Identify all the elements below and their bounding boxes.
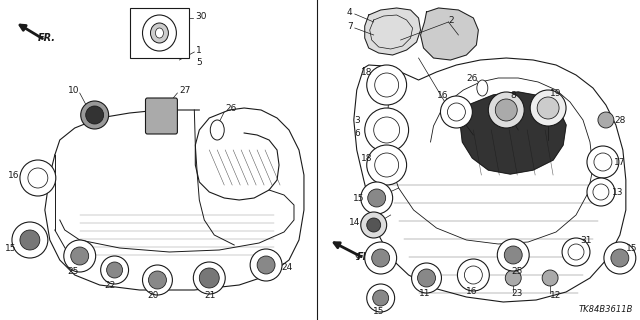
Text: 24: 24 xyxy=(281,263,292,273)
Circle shape xyxy=(143,265,172,295)
Text: 31: 31 xyxy=(580,236,591,244)
Polygon shape xyxy=(460,92,566,174)
Text: FR.: FR. xyxy=(38,33,56,43)
Circle shape xyxy=(361,182,393,214)
Circle shape xyxy=(367,218,381,232)
Text: 30: 30 xyxy=(195,12,207,20)
Circle shape xyxy=(20,160,56,196)
Text: 9: 9 xyxy=(355,253,360,262)
Circle shape xyxy=(587,146,619,178)
Circle shape xyxy=(64,240,95,272)
Text: 15: 15 xyxy=(5,244,17,252)
Text: 16: 16 xyxy=(467,287,478,297)
Ellipse shape xyxy=(143,15,177,51)
Circle shape xyxy=(71,247,89,265)
Text: 14: 14 xyxy=(349,218,360,227)
Text: 15: 15 xyxy=(372,308,384,316)
Circle shape xyxy=(440,96,472,128)
Text: 26: 26 xyxy=(225,103,237,113)
Text: 22: 22 xyxy=(104,281,116,290)
Text: 5: 5 xyxy=(196,58,202,67)
Circle shape xyxy=(530,90,566,126)
Polygon shape xyxy=(365,8,420,55)
Circle shape xyxy=(598,112,614,128)
Polygon shape xyxy=(420,8,478,60)
Circle shape xyxy=(497,239,529,271)
Text: 27: 27 xyxy=(179,85,191,94)
Circle shape xyxy=(372,290,388,306)
Circle shape xyxy=(495,99,517,121)
Ellipse shape xyxy=(156,28,163,38)
Text: FR.: FR. xyxy=(356,252,375,262)
Circle shape xyxy=(365,242,397,274)
Circle shape xyxy=(368,189,386,207)
Circle shape xyxy=(148,271,166,289)
Ellipse shape xyxy=(477,80,488,96)
Text: 15: 15 xyxy=(353,194,364,203)
Text: 25: 25 xyxy=(68,268,79,276)
FancyBboxPatch shape xyxy=(145,98,177,134)
Circle shape xyxy=(20,230,40,250)
Circle shape xyxy=(488,92,524,128)
Circle shape xyxy=(412,263,442,293)
Circle shape xyxy=(542,270,558,286)
Circle shape xyxy=(257,256,275,274)
Text: 15: 15 xyxy=(626,244,637,252)
Text: TK84B3611B: TK84B3611B xyxy=(579,305,633,314)
Bar xyxy=(129,8,189,58)
Text: 2: 2 xyxy=(449,15,454,25)
Text: 13: 13 xyxy=(612,188,623,196)
Text: 12: 12 xyxy=(550,291,561,300)
Circle shape xyxy=(417,269,435,287)
Text: 11: 11 xyxy=(419,290,430,299)
Text: 21: 21 xyxy=(204,291,216,300)
Circle shape xyxy=(12,222,48,258)
Text: 1: 1 xyxy=(196,45,202,54)
Text: 16: 16 xyxy=(436,91,448,100)
Circle shape xyxy=(365,108,408,152)
Text: 16: 16 xyxy=(8,171,19,180)
Text: 25: 25 xyxy=(511,268,523,276)
Circle shape xyxy=(81,101,109,129)
Circle shape xyxy=(367,65,406,105)
Circle shape xyxy=(193,262,225,294)
Ellipse shape xyxy=(150,23,168,43)
Text: 6: 6 xyxy=(355,129,360,138)
Circle shape xyxy=(107,262,123,278)
Circle shape xyxy=(100,256,129,284)
Circle shape xyxy=(361,212,387,238)
Circle shape xyxy=(604,242,636,274)
Text: 10: 10 xyxy=(68,85,79,94)
Text: 26: 26 xyxy=(467,74,478,83)
Text: 3: 3 xyxy=(355,116,360,124)
Text: 18: 18 xyxy=(361,68,372,76)
Circle shape xyxy=(199,268,220,288)
Ellipse shape xyxy=(211,120,224,140)
Circle shape xyxy=(458,259,490,291)
Text: 7: 7 xyxy=(347,21,353,30)
Circle shape xyxy=(537,97,559,119)
Text: 28: 28 xyxy=(614,116,625,124)
Circle shape xyxy=(367,284,395,312)
Circle shape xyxy=(587,178,615,206)
Text: 23: 23 xyxy=(511,290,523,299)
Text: 20: 20 xyxy=(147,292,159,300)
Circle shape xyxy=(250,249,282,281)
Text: 17: 17 xyxy=(614,157,625,166)
Circle shape xyxy=(372,249,390,267)
Circle shape xyxy=(367,145,406,185)
Text: 19: 19 xyxy=(550,89,562,98)
Circle shape xyxy=(504,246,522,264)
Text: 18: 18 xyxy=(361,154,372,163)
Circle shape xyxy=(505,270,521,286)
Circle shape xyxy=(562,238,590,266)
Circle shape xyxy=(611,249,629,267)
Text: 8: 8 xyxy=(510,91,516,100)
Text: 4: 4 xyxy=(347,7,353,17)
Circle shape xyxy=(86,106,104,124)
